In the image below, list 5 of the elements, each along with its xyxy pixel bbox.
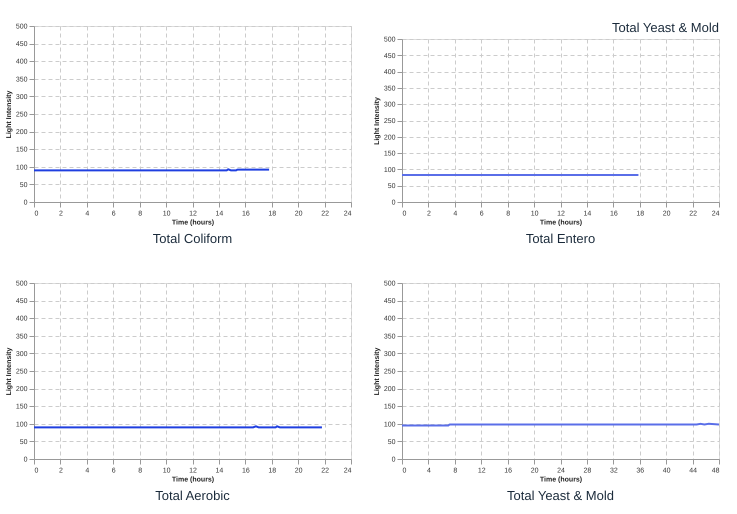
text: Total Aerobic [155,488,230,503]
text: Total Yeast & Mold [612,20,719,35]
text: Total Entero [526,231,596,246]
text: Total Yeast & Mold [507,488,614,503]
text: Total Coliform [152,231,232,246]
